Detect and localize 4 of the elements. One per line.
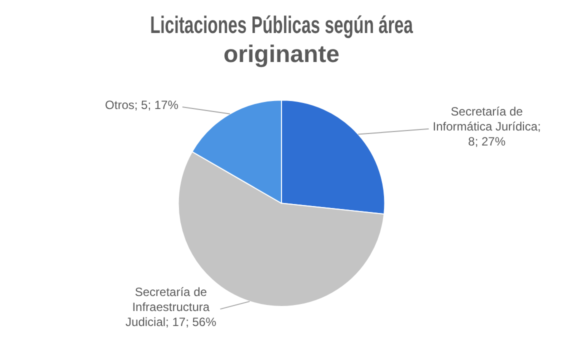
data-label: Secretaría de Informática Jurídica; 8; 27% (432, 104, 541, 149)
data-label: Otros; 5; 17% (105, 98, 179, 112)
data-label: Secretaría de Infraestructura Judicial; 17; 56% (126, 284, 217, 329)
chart-title: Licitaciones Públicas según área originante (150, 12, 414, 68)
